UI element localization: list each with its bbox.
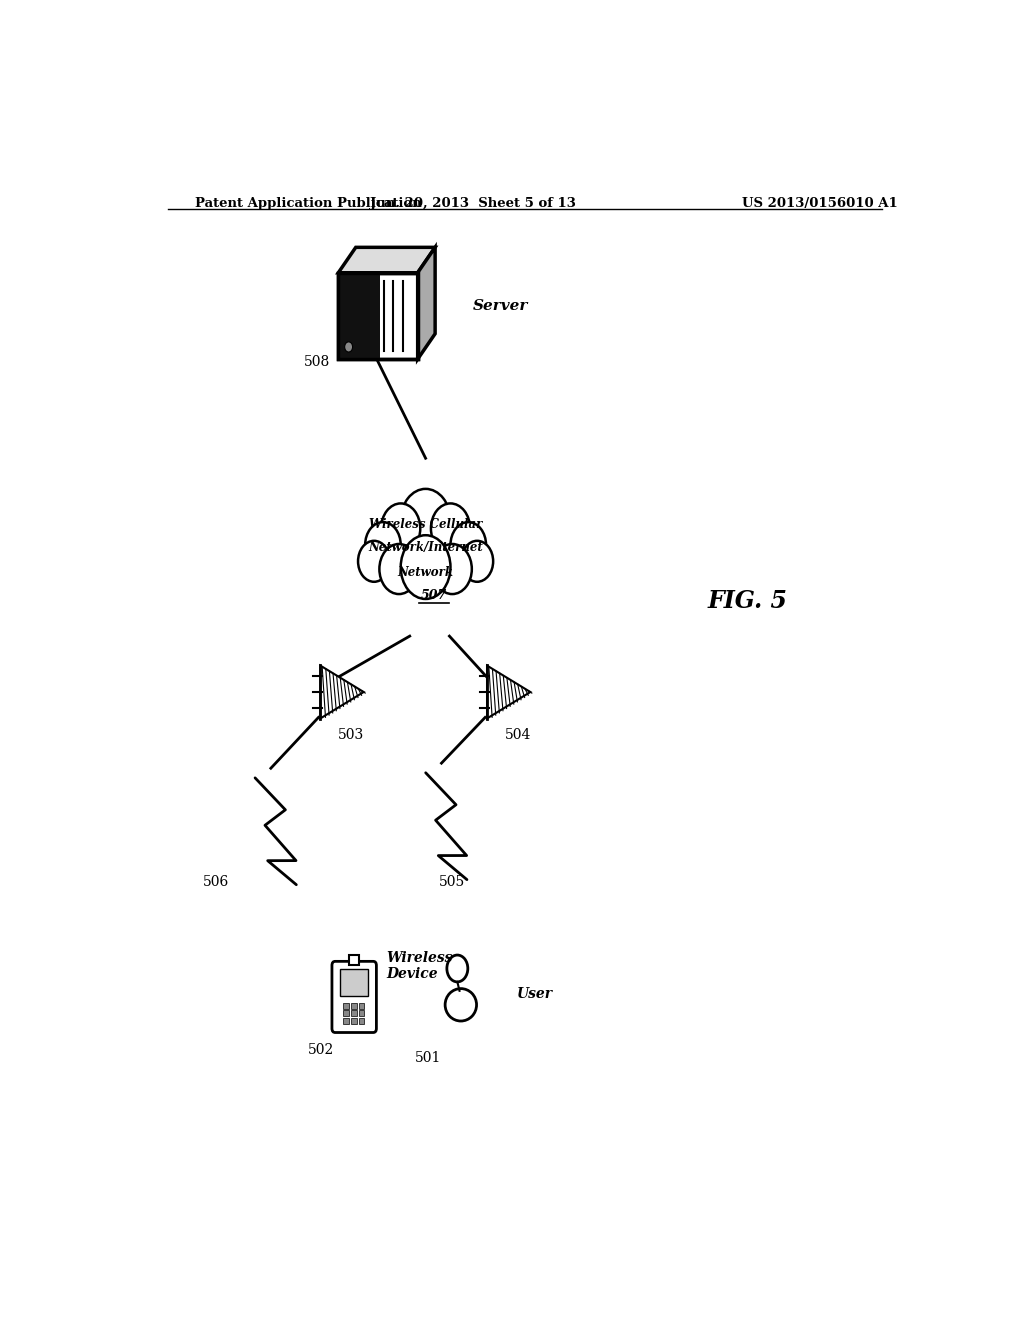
Text: 501: 501 — [415, 1051, 441, 1065]
Text: Network/Internet: Network/Internet — [369, 541, 483, 554]
Text: User: User — [517, 987, 553, 1001]
Bar — [358, 1018, 365, 1024]
Text: 507: 507 — [421, 589, 446, 602]
Text: 502: 502 — [308, 1043, 334, 1057]
Text: 505: 505 — [439, 875, 465, 888]
FancyBboxPatch shape — [349, 956, 359, 965]
Bar — [351, 1003, 356, 1008]
Bar — [358, 1003, 365, 1008]
Circle shape — [431, 503, 470, 553]
Bar — [343, 1003, 349, 1008]
Polygon shape — [321, 665, 364, 718]
Text: Patent Application Publication: Patent Application Publication — [196, 197, 422, 210]
Text: FIG. 5: FIG. 5 — [708, 589, 787, 612]
Text: Wireless Cellular: Wireless Cellular — [369, 517, 482, 531]
Polygon shape — [418, 247, 435, 359]
Circle shape — [446, 956, 468, 982]
Ellipse shape — [445, 989, 476, 1020]
Circle shape — [451, 523, 486, 568]
Circle shape — [345, 342, 352, 352]
Text: Server: Server — [473, 298, 528, 313]
Polygon shape — [338, 247, 435, 273]
Text: 506: 506 — [204, 875, 229, 888]
Polygon shape — [487, 665, 530, 718]
Text: 503: 503 — [338, 727, 365, 742]
FancyBboxPatch shape — [332, 961, 377, 1032]
Bar — [351, 1018, 356, 1024]
Circle shape — [366, 523, 400, 568]
Circle shape — [379, 544, 419, 594]
Text: Wireless
Device: Wireless Device — [386, 952, 453, 981]
Bar — [343, 1010, 349, 1016]
Circle shape — [381, 503, 420, 553]
Circle shape — [433, 544, 472, 594]
Bar — [351, 1010, 356, 1016]
Circle shape — [400, 535, 451, 599]
Text: US 2013/0156010 A1: US 2013/0156010 A1 — [742, 197, 898, 210]
Circle shape — [358, 541, 390, 582]
Text: 504: 504 — [505, 727, 531, 742]
FancyBboxPatch shape — [338, 273, 418, 359]
Text: Jun. 20, 2013  Sheet 5 of 13: Jun. 20, 2013 Sheet 5 of 13 — [371, 197, 577, 210]
FancyBboxPatch shape — [340, 969, 368, 995]
FancyBboxPatch shape — [338, 273, 380, 359]
Circle shape — [461, 541, 494, 582]
Bar — [358, 1010, 365, 1016]
Circle shape — [400, 488, 451, 553]
Text: Network: Network — [397, 565, 454, 578]
Bar — [343, 1018, 349, 1024]
Text: 508: 508 — [304, 355, 331, 368]
